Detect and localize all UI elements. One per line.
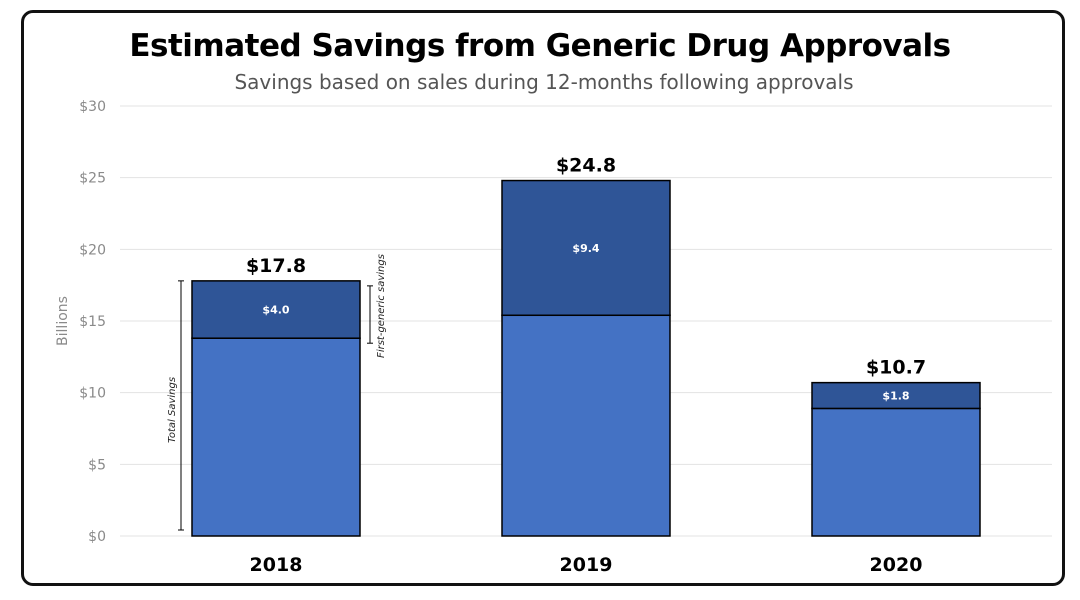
- chart-title: Estimated Savings from Generic Drug Appr…: [129, 28, 951, 64]
- annotations: Total Savings First-generic savings: [167, 254, 387, 531]
- x-category-label: 2019: [560, 554, 613, 576]
- y-axis-ticks: $0 $5 $10 $15 $20 $25 $30: [79, 99, 106, 545]
- bar-segment: [811, 381, 981, 410]
- bar-total-label: $17.8: [246, 255, 306, 277]
- bars: $4.0 $17.8 2018 $9.4 $24.8 2019 $1.8 $10.7 2020: [191, 155, 981, 576]
- first-generic-annotation: First-generic savings: [376, 254, 387, 358]
- bar-total-label: $10.7: [866, 357, 926, 379]
- bar-segment: [191, 280, 361, 339]
- chart-subtitle: Savings based on sales during 12-months …: [234, 70, 854, 94]
- y-tick-label: $0: [88, 529, 106, 545]
- y-tick-label: $30: [79, 99, 106, 115]
- y-tick-label: $15: [79, 314, 106, 330]
- y-axis-label: Billions: [55, 296, 71, 346]
- bar-segment: [811, 407, 981, 537]
- y-tick-label: $25: [79, 171, 106, 187]
- bar-segment: [501, 179, 671, 317]
- bar-total-label: $24.8: [556, 155, 616, 177]
- segment-value-label: $1.8: [882, 390, 909, 403]
- y-tick-label: $5: [88, 457, 106, 473]
- x-category-label: 2020: [870, 554, 923, 576]
- bar-segment: [191, 337, 361, 537]
- segment-value-label: $9.4: [572, 242, 599, 255]
- y-tick-label: $10: [79, 386, 106, 402]
- x-category-label: 2018: [250, 554, 303, 576]
- bar-segment: [501, 314, 671, 537]
- total-savings-annotation: Total Savings: [167, 377, 178, 443]
- y-tick-label: $20: [79, 242, 106, 258]
- segment-value-label: $4.0: [262, 304, 289, 317]
